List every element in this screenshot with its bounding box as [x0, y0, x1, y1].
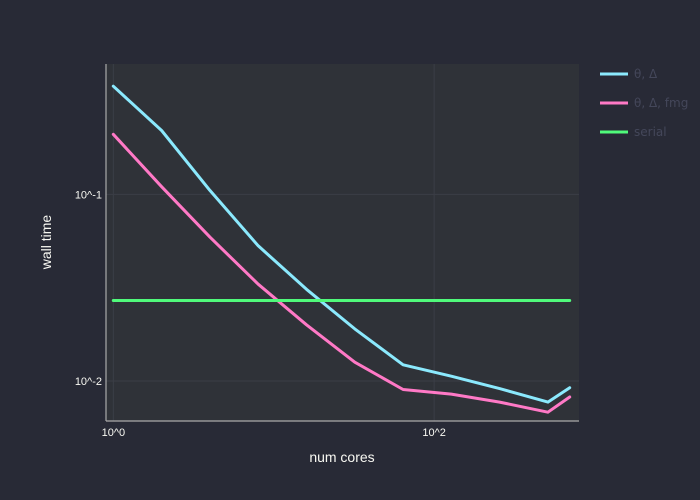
legend-label-serial: serial: [634, 125, 667, 139]
x-axis-title: num cores: [309, 449, 374, 465]
x-tick-label: 10^2: [422, 427, 446, 439]
series-line-theta-delta-fmg: [111, 132, 572, 414]
x-tick-label: 10^0: [102, 427, 126, 439]
y-tick-label: 10^-2: [75, 376, 102, 388]
y-axis-title: wall time: [38, 215, 54, 271]
grid-lines: [106, 64, 579, 421]
legend-label-theta-delta: θ, Δ: [634, 67, 658, 81]
legend-label-theta-delta-fmg: θ, Δ, fmg: [634, 96, 688, 110]
legend: θ, Δ θ, Δ, fmg serial: [600, 67, 688, 139]
plot-area: [106, 64, 579, 421]
series-lines: [111, 84, 572, 414]
y-tick-label: 10^-1: [75, 189, 102, 201]
series-line-theta-delta: [111, 84, 572, 404]
tick-labels: 10^0 10^2 10^-2 10^-1: [75, 189, 446, 439]
